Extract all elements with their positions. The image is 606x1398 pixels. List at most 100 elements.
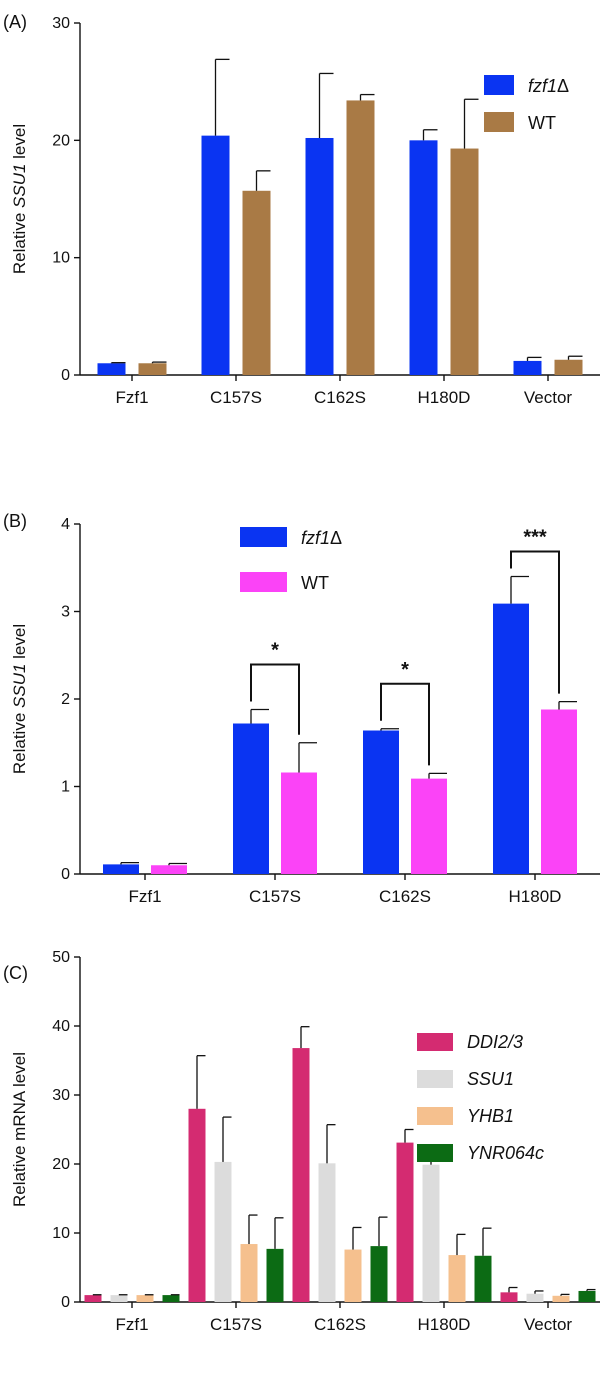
y-tick-label: 20 — [52, 1156, 70, 1173]
bar — [84, 1295, 102, 1302]
bar — [344, 1249, 362, 1302]
bar — [396, 1142, 414, 1302]
legend-label: SSU1 — [467, 1069, 514, 1089]
legend-swatch — [240, 572, 287, 592]
bar — [552, 1295, 570, 1302]
legend-swatch — [417, 1033, 453, 1051]
legend-swatch — [417, 1070, 453, 1088]
legend-label: fzf1Δ — [301, 528, 342, 548]
bar — [578, 1290, 596, 1302]
y-axis-title-part: SSU1 — [10, 664, 29, 708]
panel-label: (B) — [3, 511, 27, 531]
bar — [526, 1293, 544, 1302]
significance-label: * — [401, 659, 409, 681]
y-tick-label: 1 — [61, 779, 70, 796]
significance-bracket — [380, 682, 430, 766]
bar — [513, 360, 542, 375]
y-tick-label: 0 — [61, 866, 70, 883]
legend-swatch — [484, 75, 514, 95]
x-tick-label: Fzf1 — [115, 388, 148, 407]
bar — [292, 1048, 310, 1302]
x-tick-label: H180D — [509, 887, 562, 906]
bar — [370, 1246, 388, 1302]
x-tick-label: Fzf1 — [128, 887, 161, 906]
bar — [162, 1295, 180, 1302]
y-axis-title: Relative SSU1 level — [10, 124, 29, 274]
legend-label: fzf1Δ — [528, 76, 569, 96]
x-tick-label: C157S — [210, 388, 262, 407]
y-axis-title: Relative mRNA level — [10, 1052, 29, 1207]
bar — [242, 190, 271, 375]
legend-swatch — [484, 112, 514, 132]
bar — [305, 137, 334, 375]
y-tick-label: 20 — [52, 132, 70, 149]
legend-label: YNR064c — [467, 1143, 544, 1163]
y-tick-label: 10 — [52, 250, 70, 267]
panel-label: (A) — [3, 12, 27, 32]
bar — [346, 100, 375, 375]
bar — [97, 363, 126, 375]
legend-label-part: YNR064c — [467, 1143, 544, 1163]
legend-label-part: YHB1 — [467, 1106, 514, 1126]
legend-label: WT — [301, 573, 329, 593]
bar — [138, 363, 167, 375]
legend-swatch — [417, 1107, 453, 1125]
bar — [233, 723, 269, 874]
bar — [448, 1255, 466, 1302]
bar — [363, 730, 399, 874]
y-tick-label: 40 — [52, 1018, 70, 1035]
legend-label-part: WT — [301, 573, 329, 593]
bar — [318, 1163, 336, 1302]
legend-label-part: DDI2/3 — [467, 1032, 523, 1052]
x-tick-label: C157S — [210, 1315, 262, 1334]
y-tick-label: 10 — [52, 1225, 70, 1242]
bar — [493, 603, 529, 874]
legend-label: WT — [528, 113, 556, 133]
bar — [411, 778, 447, 874]
legend-label-part: fzf1 — [301, 528, 330, 548]
x-tick-label: C162S — [379, 887, 431, 906]
y-axis-title-part: SSU1 — [10, 164, 29, 208]
y-axis-title-part: level — [10, 624, 29, 664]
x-tick-label: H180D — [418, 388, 471, 407]
bar — [541, 709, 577, 874]
bar — [188, 1108, 206, 1302]
x-tick-label: Vector — [524, 1315, 573, 1334]
panel-label: (C) — [3, 963, 28, 983]
bar — [409, 140, 438, 375]
y-tick-label: 2 — [61, 691, 70, 708]
y-axis-title: Relative SSU1 level — [10, 624, 29, 774]
y-tick-label: 3 — [61, 604, 70, 621]
bar — [214, 1161, 232, 1302]
x-tick-label: C162S — [314, 388, 366, 407]
legend-label-part: fzf1 — [528, 76, 557, 96]
bar — [281, 772, 317, 874]
significance-label: *** — [523, 527, 547, 549]
legend-swatch — [240, 527, 287, 547]
bar — [422, 1164, 440, 1302]
significance-bracket — [250, 663, 300, 735]
y-tick-label: 0 — [61, 1294, 70, 1311]
bar — [201, 135, 230, 375]
x-tick-label: H180D — [418, 1315, 471, 1334]
y-tick-label: 30 — [52, 1087, 70, 1104]
bar — [136, 1295, 154, 1302]
bar — [554, 359, 583, 375]
y-axis-title-part: level — [10, 124, 29, 164]
bar — [110, 1295, 128, 1302]
bar — [474, 1255, 492, 1302]
legend-label-part: SSU1 — [467, 1069, 514, 1089]
y-axis-title-part: Relative mRNA level — [10, 1052, 29, 1207]
legend-label-part: Δ — [557, 76, 569, 96]
x-tick-label: C162S — [314, 1315, 366, 1334]
legend-label-part: Δ — [330, 528, 342, 548]
bar — [151, 865, 187, 874]
bar — [450, 148, 479, 375]
bar — [500, 1292, 518, 1302]
bar — [240, 1244, 258, 1302]
y-tick-label: 0 — [61, 367, 70, 384]
y-tick-label: 30 — [52, 15, 70, 32]
y-tick-label: 50 — [52, 949, 70, 966]
significance-label: * — [271, 640, 279, 662]
